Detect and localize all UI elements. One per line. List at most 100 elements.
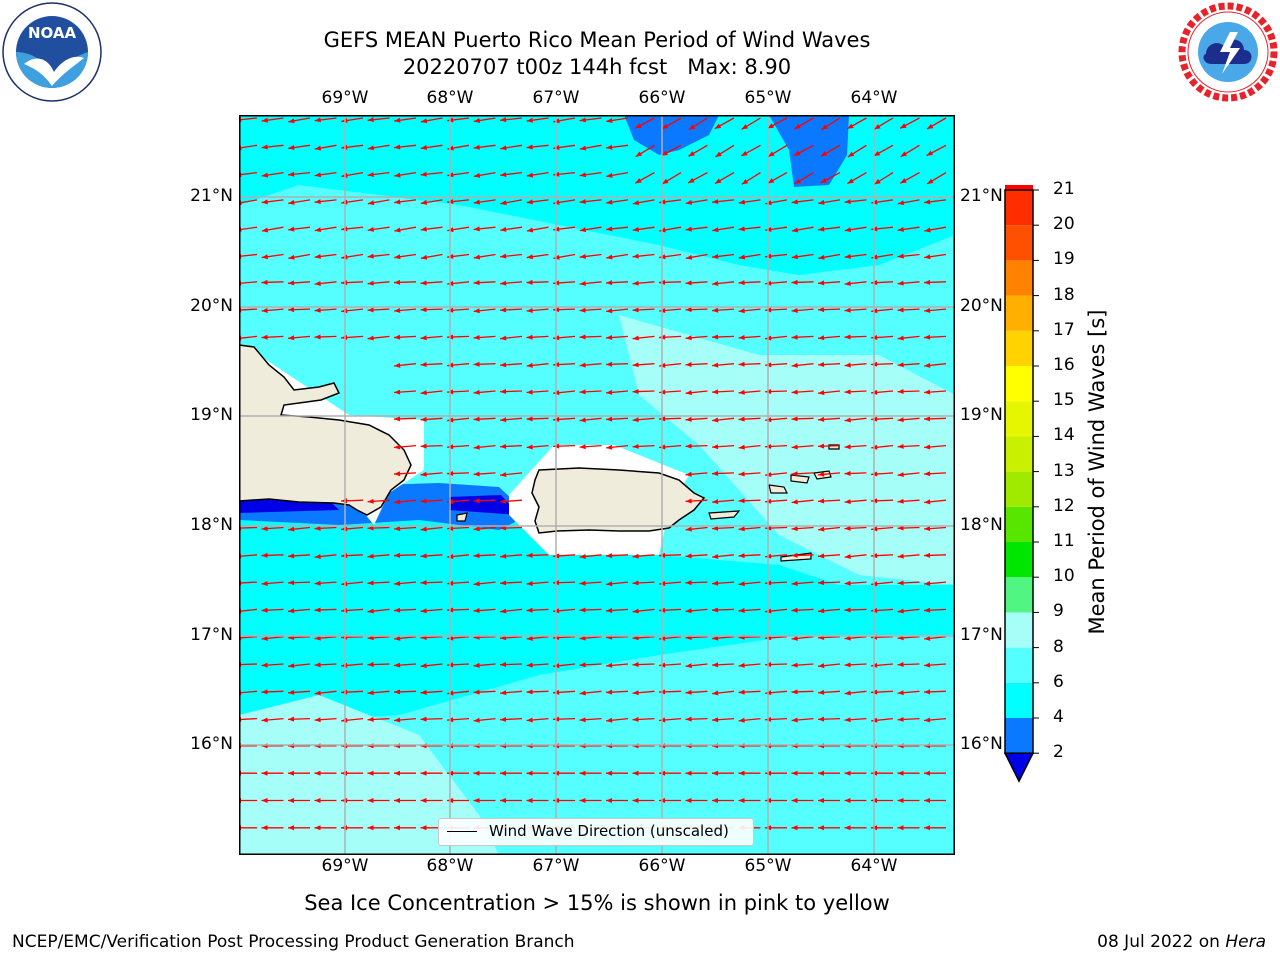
wind-wave-arrowhead	[897, 226, 905, 232]
wind-wave-arrowhead	[420, 608, 427, 614]
wind-wave-arrowhead	[791, 444, 798, 450]
wind-wave-arrowhead	[367, 145, 375, 151]
wind-wave-arrowhead	[715, 151, 722, 157]
wind-wave-arrowhead	[632, 798, 639, 803]
colorbar-tick-label: 2	[1053, 742, 1064, 763]
wind-wave-arrowhead	[473, 608, 480, 614]
wind-wave-arrow	[239, 117, 258, 121]
colorbar-extend-triangle	[1003, 752, 1035, 783]
wind-wave-arrow	[239, 581, 258, 584]
colorbar-swatch	[1005, 366, 1033, 402]
wind-wave-arrowhead	[685, 199, 693, 205]
wind-wave-arrowhead	[500, 553, 507, 559]
period-zone-6-8	[239, 115, 955, 275]
wind-wave-arrow	[239, 226, 258, 231]
wind-wave-arrowhead	[579, 607, 586, 613]
footer-date: 08 Jul 2022 on Hera	[1097, 932, 1266, 952]
wind-wave-arrowhead	[367, 226, 375, 232]
wind-wave-arrowhead	[685, 254, 693, 260]
wind-wave-arrowhead	[712, 199, 719, 205]
wind-wave-arrowhead	[288, 798, 294, 803]
wind-wave-arrowhead	[924, 552, 931, 558]
lat-label-right: 18°N	[960, 515, 1003, 535]
wind-wave-arrowhead	[394, 689, 401, 695]
wind-wave-arrowhead	[314, 307, 321, 313]
wind-wave-arrowhead	[526, 227, 534, 233]
wind-wave-arrowhead	[288, 716, 295, 722]
footer-host: Hera	[1225, 932, 1266, 952]
colorbar-tick-label: 6	[1053, 671, 1064, 692]
wind-wave-arrowhead	[685, 416, 692, 422]
wind-wave-arrowhead	[791, 689, 798, 695]
colorbar-swatch	[1005, 260, 1033, 296]
wind-wave-arrowhead	[900, 123, 907, 129]
wind-wave-arrowhead	[873, 150, 881, 156]
noaa-logo-text: NOAA	[28, 24, 77, 42]
lon-label-top: 67°W	[532, 88, 580, 108]
wind-wave-arrowhead	[314, 334, 321, 340]
wind-wave-arrowhead	[632, 417, 639, 423]
wind-wave-arrowhead	[712, 798, 718, 803]
wind-wave-arrowhead	[844, 417, 851, 423]
wind-wave-arrowhead	[818, 443, 825, 449]
wind-wave-arrowhead	[473, 770, 480, 776]
wind-wave-arrowhead	[394, 471, 401, 477]
wind-wave-arrowhead	[606, 280, 613, 286]
wind-wave-arrow	[239, 554, 258, 558]
wind-wave-arrowhead	[712, 362, 719, 368]
wind-wave-arrowhead	[924, 798, 930, 803]
footer-branch: NCEP/EMC/Verification Post Processing Pr…	[12, 932, 575, 952]
wind-wave-arrowhead	[738, 553, 745, 559]
wind-wave-arrowhead	[844, 362, 851, 368]
wind-wave-arrowhead	[579, 444, 586, 450]
wind-wave-arrowhead	[738, 471, 745, 477]
wind-wave-arrow	[239, 526, 258, 529]
colorbar-swatch	[1005, 471, 1033, 507]
wind-wave-arrowhead	[394, 552, 401, 558]
noaa-logo-icon: NOAA	[2, 2, 102, 102]
wind-wave-arrowhead	[500, 280, 507, 286]
wind-wave-arrowhead	[526, 444, 533, 450]
wind-wave-arrowhead	[738, 526, 745, 532]
wind-wave-arrowhead	[500, 443, 507, 449]
wind-wave-arrowhead	[712, 690, 719, 696]
wind-wave-arrowhead	[261, 526, 268, 532]
lat-label-left: 16°N	[190, 734, 233, 754]
wind-wave-arrowhead	[526, 308, 533, 313]
wind-wave-arrowhead	[897, 417, 904, 423]
colorbar-swatch	[1005, 682, 1033, 718]
wind-wave-arrowhead	[579, 362, 586, 368]
wind-wave-arrowhead	[818, 526, 825, 532]
wind-wave-arrowhead	[844, 770, 851, 776]
period-zone-4-6	[769, 115, 849, 187]
wind-wave-arrowhead	[261, 172, 269, 178]
wind-wave-arrowhead	[526, 770, 533, 776]
wind-wave-arrowhead	[394, 144, 401, 150]
wind-wave-arrowhead	[712, 607, 719, 613]
wind-wave-arrowhead	[632, 770, 639, 776]
wind-wave-arrowhead	[579, 553, 586, 559]
wind-wave-arrowhead	[261, 581, 268, 586]
period-zone-8-9	[619, 315, 955, 585]
wind-wave-arrowhead	[367, 716, 374, 722]
wind-wave-arrowhead	[367, 307, 374, 313]
wind-wave-arrowhead	[791, 770, 798, 776]
wind-wave-arrowhead	[818, 498, 825, 504]
wind-wave-arrowhead	[288, 335, 295, 341]
wind-wave-arrowhead	[818, 608, 825, 614]
wind-wave-arrowhead	[367, 580, 374, 586]
wind-wave-arrowhead	[500, 690, 507, 696]
wind-wave-arrowhead	[473, 172, 481, 178]
wind-wave-arrowhead	[606, 416, 613, 422]
lat-label-right: 16°N	[960, 734, 1003, 754]
colorbar	[1003, 185, 1039, 783]
wind-wave-arrowhead	[685, 307, 692, 313]
wind-wave-arrowhead	[712, 334, 719, 340]
wind-wave-arrowhead	[924, 662, 931, 668]
wind-wave-arrowhead	[473, 389, 480, 395]
wind-wave-arrowhead	[635, 123, 642, 129]
nws-logo-icon	[1178, 2, 1278, 102]
lon-label-bottom: 69°W	[321, 856, 369, 876]
wind-wave-arrowhead	[341, 581, 348, 587]
wind-wave-arrowhead	[473, 361, 480, 367]
